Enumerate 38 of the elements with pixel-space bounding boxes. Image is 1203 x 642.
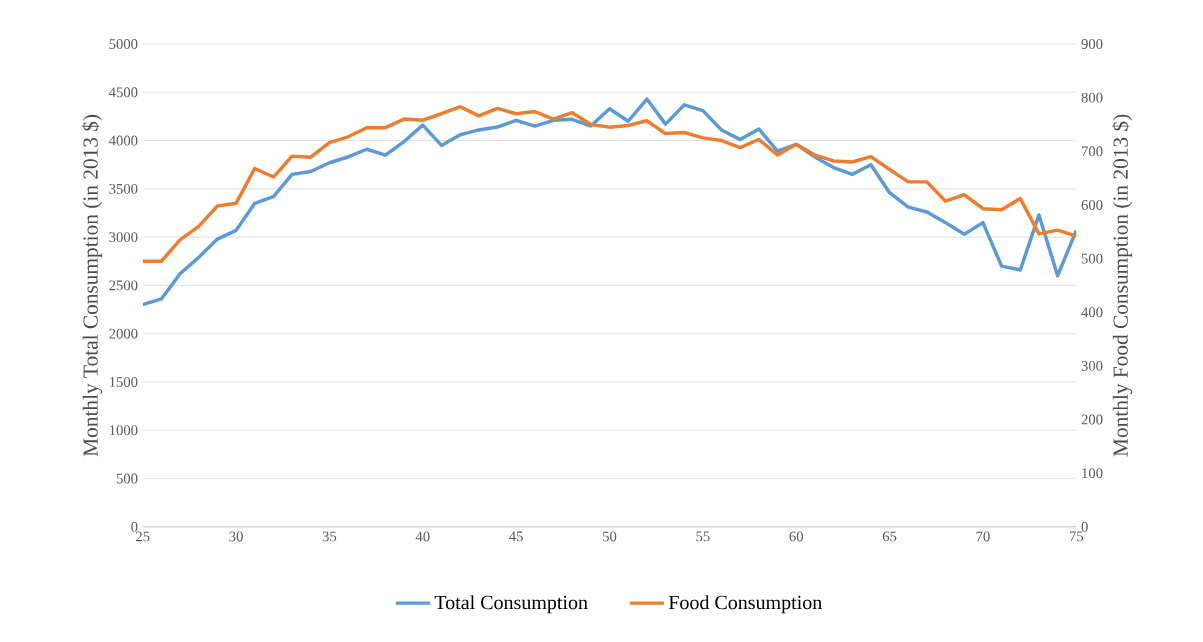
line-series bbox=[142, 97, 1077, 307]
y2-tick-label: 0 bbox=[1081, 522, 1088, 532]
x-tick-label: 65 bbox=[882, 531, 897, 542]
y2-tick-label: 400 bbox=[1081, 307, 1103, 318]
y2-tick-label: 300 bbox=[1081, 361, 1103, 372]
y-tick-label: 0 bbox=[131, 522, 138, 533]
y-tick-label: 2000 bbox=[109, 328, 138, 339]
line-series bbox=[142, 105, 1077, 264]
x-tick-label: 70 bbox=[976, 531, 990, 542]
y-axis-title: Monthly Total Consumption (in 2013 $) bbox=[82, 115, 103, 457]
y-tick-label: 5000 bbox=[109, 39, 138, 50]
y-tick-label: 3500 bbox=[109, 184, 138, 195]
y2-tick-label: 100 bbox=[1082, 468, 1103, 479]
y2-tick-label: 200 bbox=[1081, 414, 1103, 425]
y-tick-label: 1000 bbox=[109, 425, 138, 436]
x-tick-label: 45 bbox=[509, 531, 523, 542]
x-tick-label: 60 bbox=[789, 531, 803, 542]
y2-tick-label: 800 bbox=[1081, 92, 1103, 103]
y-tick-label: 2500 bbox=[109, 280, 138, 291]
y2-axis-title: Monthly Food Consumption (in 2013 $) bbox=[1112, 114, 1133, 457]
x-tick-label: 35 bbox=[322, 531, 337, 542]
y-tick-label: 4000 bbox=[108, 135, 138, 146]
y2-tick-label: 700 bbox=[1081, 146, 1103, 157]
x-tick-label: 30 bbox=[229, 531, 243, 542]
x-tick-label: 75 bbox=[1069, 531, 1084, 542]
y-tick-label: 3000 bbox=[109, 232, 138, 243]
y-tick-label: 4500 bbox=[108, 87, 138, 98]
legend-label: Total Consumption bbox=[434, 595, 588, 614]
y2-tick-label: 500 bbox=[1081, 253, 1103, 264]
y2-tick-label: 600 bbox=[1081, 200, 1103, 211]
x-tick-label: 40 bbox=[415, 531, 430, 542]
legend-label: Food Consumption bbox=[668, 595, 822, 614]
x-tick-label: 55 bbox=[696, 531, 710, 542]
x-tick-label: 50 bbox=[603, 531, 617, 542]
x-tick-label: 25 bbox=[136, 531, 150, 542]
y2-tick-label: 900 bbox=[1081, 39, 1103, 50]
y-tick-label: 1500 bbox=[109, 377, 138, 388]
y-tick-label: 500 bbox=[116, 473, 138, 484]
